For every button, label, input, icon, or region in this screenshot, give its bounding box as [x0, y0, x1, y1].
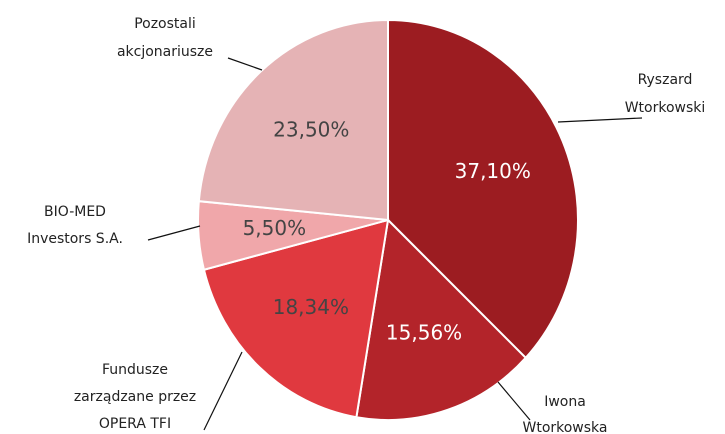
category-label: Wtorkowski — [625, 100, 706, 116]
pie-slice — [355, 217, 528, 421]
category-label: Fundusze — [102, 362, 168, 378]
value-label: 15,56% — [386, 320, 462, 344]
leader-line — [497, 381, 531, 421]
leader-line — [227, 57, 263, 71]
value-label: 37,10% — [455, 159, 531, 183]
pie-slice — [202, 218, 390, 419]
value-label: 23,50% — [273, 118, 349, 142]
pie-slice — [387, 18, 579, 360]
pie-slice — [197, 18, 389, 222]
value-label: 18,34% — [273, 295, 349, 319]
leader-line — [147, 225, 201, 241]
category-label: Iwona — [544, 394, 586, 410]
category-label: Investors S.A. — [27, 231, 123, 247]
category-label: BIO-MED — [44, 204, 106, 220]
category-label: Wtorkowska — [522, 420, 607, 434]
category-label: Pozostali — [134, 16, 196, 32]
category-label: Ryszard — [638, 72, 693, 88]
category-label: akcjonariusze — [117, 44, 213, 60]
leader-line — [557, 117, 643, 123]
category-label: zarządzane przez — [74, 389, 196, 405]
leader-line — [203, 351, 243, 431]
value-label: 5,50% — [243, 216, 307, 240]
category-label: OPERA TFI — [99, 416, 171, 432]
